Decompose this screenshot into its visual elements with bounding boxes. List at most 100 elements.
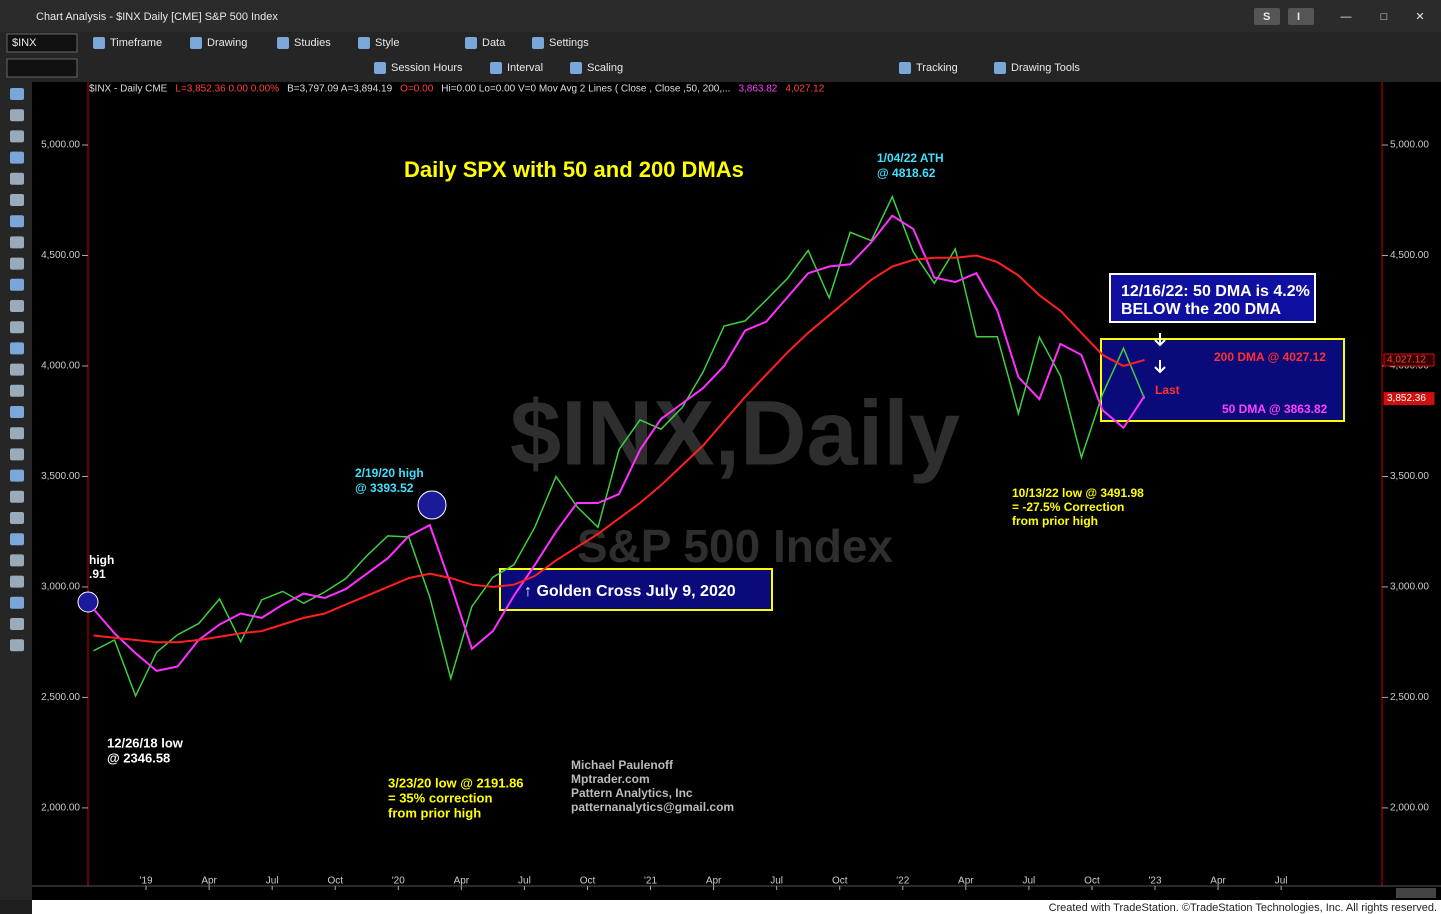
y2-tick-label: 2,000.00 xyxy=(1390,803,1429,814)
tool-icon[interactable] xyxy=(10,448,24,461)
high-circle xyxy=(77,591,99,613)
annotation: Michael Paulenoff xyxy=(571,758,674,772)
y2-tick-label: 3,500.00 xyxy=(1390,471,1429,482)
annotation: Last xyxy=(1155,383,1180,397)
toolbar-icon[interactable] xyxy=(532,37,544,49)
interval-box[interactable] xyxy=(6,58,78,78)
toolbar-icon[interactable] xyxy=(358,37,370,49)
tool-icon[interactable] xyxy=(10,257,24,270)
tool-icon[interactable] xyxy=(10,406,24,418)
toolbar-icon[interactable] xyxy=(899,62,911,74)
annotation: 10/13/22 low @ 3491.98 xyxy=(1012,486,1144,500)
tool-icon[interactable] xyxy=(10,639,24,652)
tool-icon[interactable] xyxy=(10,130,24,143)
scrollbar[interactable] xyxy=(1396,888,1436,898)
toolbar-item[interactable]: Scaling xyxy=(587,62,623,74)
annotation: 50 DMA @ 3863.82 xyxy=(1222,402,1328,416)
arrow xyxy=(1154,333,1166,347)
tool-icon[interactable] xyxy=(10,342,24,355)
title-bar xyxy=(0,0,1441,32)
high-circle xyxy=(417,490,447,520)
toolbar-icon[interactable] xyxy=(190,37,202,49)
annotation: 12/26/18 low xyxy=(107,735,184,750)
status-text: 3,863.82 xyxy=(738,84,777,95)
window-control[interactable]: □ xyxy=(1381,11,1388,23)
toolbar-icon[interactable] xyxy=(93,37,105,49)
tool-icon[interactable] xyxy=(10,172,24,185)
tool-icon[interactable] xyxy=(10,469,24,482)
symbol-box[interactable] xyxy=(6,33,78,53)
annotation: 2/19/20 high xyxy=(355,466,424,480)
tool-icon[interactable] xyxy=(10,554,24,567)
window-button[interactable] xyxy=(1288,8,1314,25)
toolbar-item[interactable]: Style xyxy=(375,37,399,49)
y-tick-label: 4,000.00 xyxy=(41,361,80,372)
tool-icon[interactable] xyxy=(10,618,24,630)
toolbar-item[interactable]: Tracking xyxy=(916,62,958,74)
tool-icon[interactable] xyxy=(10,384,24,397)
tool-icon[interactable] xyxy=(10,151,24,164)
tool-icon[interactable] xyxy=(10,490,24,503)
footer: Created with TradeStation. ©TradeStation… xyxy=(1049,902,1437,914)
y2-tick-label: 2,500.00 xyxy=(1390,692,1429,703)
toolbar-item[interactable]: Drawing Tools xyxy=(1011,62,1080,74)
x-tick-label: Oct xyxy=(327,876,343,887)
series-line xyxy=(92,214,1146,672)
toolbar-icon[interactable] xyxy=(277,37,289,49)
toolbar-icon[interactable] xyxy=(570,62,582,74)
tool-icon[interactable] xyxy=(10,363,24,376)
dma-box xyxy=(1100,338,1345,422)
tool-icon[interactable] xyxy=(10,300,24,312)
y-tick-label: 2,500.00 xyxy=(41,692,80,703)
annotation: 3/23/20 low @ 2191.86 xyxy=(388,775,524,790)
toolbar-icon[interactable] xyxy=(465,37,477,49)
window-button[interactable] xyxy=(1254,8,1280,25)
toolbar-item[interactable]: Data xyxy=(482,37,506,49)
tool-icon[interactable] xyxy=(10,278,24,291)
window-button-label[interactable]: I xyxy=(1297,11,1300,23)
tool-icon[interactable] xyxy=(10,88,24,100)
toolbar-item[interactable]: Drawing xyxy=(207,37,247,49)
tool-icon[interactable] xyxy=(10,427,24,440)
window-control[interactable]: ✕ xyxy=(1415,11,1424,23)
x-tick-label: '20 xyxy=(392,876,405,887)
tool-icon[interactable] xyxy=(10,596,24,609)
annotation: from prior high xyxy=(1012,514,1098,528)
tool-icon[interactable] xyxy=(10,236,24,249)
toolbar-icon[interactable] xyxy=(490,62,502,74)
annotation: 1/04/22 ATH xyxy=(877,151,944,165)
toolbar-item[interactable]: Studies xyxy=(294,37,331,49)
y-tick-label: 5,000.00 xyxy=(41,140,80,151)
window-title: Chart Analysis - $INX Daily [CME] S&P 50… xyxy=(36,11,278,23)
y2-tick-label: 5,000.00 xyxy=(1390,140,1429,151)
toolbar-icon[interactable] xyxy=(374,62,386,74)
tool-icon[interactable] xyxy=(10,321,24,334)
x-tick-label: Oct xyxy=(1084,876,1100,887)
symbol[interactable]: $INX xyxy=(12,37,37,49)
tool-icon[interactable] xyxy=(10,512,24,524)
golden-cross-box xyxy=(499,568,773,611)
toolbar-item[interactable]: Settings xyxy=(549,37,589,49)
x-tick-label: '23 xyxy=(1148,876,1161,887)
tool-icon[interactable] xyxy=(10,194,24,206)
toolbar-item[interactable]: Interval xyxy=(507,62,543,74)
status-text: Hi=0.00 Lo=0.00 V=0 Mov Avg 2 Lines ( Cl… xyxy=(441,84,730,95)
x-tick-label: Jul xyxy=(266,876,279,887)
y-tick-label: 3,000.00 xyxy=(41,582,80,593)
tool-icon[interactable] xyxy=(10,533,24,546)
window-button-label[interactable]: S xyxy=(1263,11,1270,23)
x-tick-label: '19 xyxy=(140,876,153,887)
series-line xyxy=(93,194,1146,698)
x-tick-label: Oct xyxy=(832,876,848,887)
x-tick-label: Jul xyxy=(1023,876,1036,887)
window-control[interactable]: — xyxy=(1341,11,1352,23)
toolbar-icon[interactable] xyxy=(994,62,1006,74)
x-tick-label: Jul xyxy=(518,876,531,887)
tool-icon[interactable] xyxy=(10,109,24,122)
tool-icon[interactable] xyxy=(10,215,24,228)
status-text: $INX - Daily CME xyxy=(89,84,168,95)
toolbar-item[interactable]: Session Hours xyxy=(391,62,463,74)
toolbar-item[interactable]: Timeframe xyxy=(110,37,162,49)
tool-icon[interactable] xyxy=(10,575,24,588)
